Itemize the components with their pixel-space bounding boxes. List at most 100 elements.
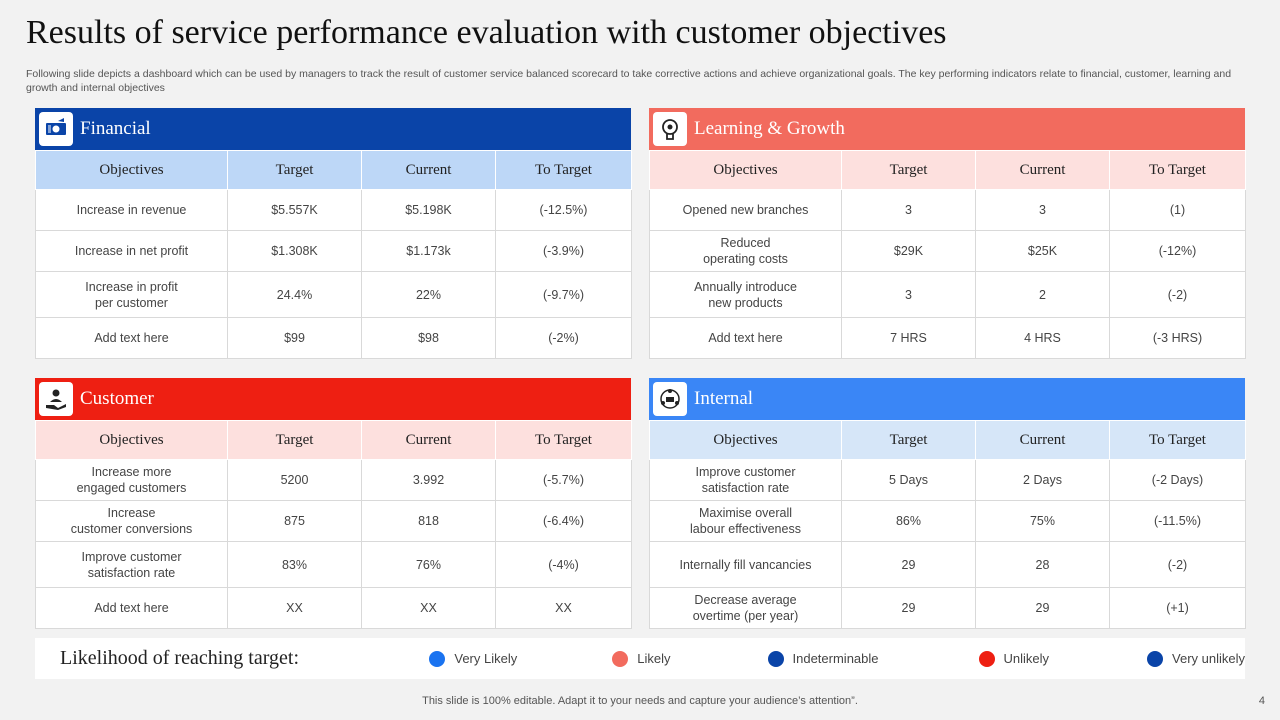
table-cell: Opened new branches: [649, 189, 842, 231]
table-cell: 24.4%: [227, 271, 362, 318]
table-cell: Increase in net profit: [35, 230, 228, 272]
legend-dot: [612, 650, 629, 667]
table-cell: 29: [841, 587, 976, 629]
column-header-target: Target: [841, 150, 976, 190]
table-cell: (-5.7%): [495, 459, 632, 501]
legend-item-likely: Likely: [612, 650, 671, 667]
slide-title: Results of service performance evaluatio…: [26, 14, 947, 51]
customer-panel: Customer Objectives Target Current To Ta…: [35, 378, 632, 629]
table-cell: $5.557K: [227, 189, 362, 231]
column-header-current: Current: [975, 150, 1110, 190]
table-cell: $25K: [975, 230, 1110, 272]
column-header-objectives: Objectives: [649, 420, 842, 460]
table-cell: Increase more engaged customers: [35, 459, 228, 501]
table-cell: 76%: [361, 541, 496, 588]
table-cell: (-3 HRS): [1109, 317, 1246, 359]
legend-item-indeterminable: Indeterminable: [767, 650, 879, 667]
legend-label: Likely: [637, 651, 671, 666]
table-cell: (-2%): [495, 317, 632, 359]
table-cell: $99: [227, 317, 362, 359]
table-cell: (-3.9%): [495, 230, 632, 272]
slide-subtitle: Following slide depicts a dashboard whic…: [26, 68, 1232, 94]
likelihood-legend: Likelihood of reaching target: Very Like…: [35, 638, 1245, 679]
learning-panel: Learning & Growth Objectives Target Curr…: [649, 108, 1246, 359]
table-row: Increase more engaged customers 5200 3.9…: [35, 459, 632, 501]
legend-item-very-unlikely: Very unlikely: [1147, 650, 1245, 667]
table-cell: Maximise overall labour effectiveness: [649, 500, 842, 542]
table-cell: $1.173k: [361, 230, 496, 272]
table-cell: $29K: [841, 230, 976, 272]
table-cell: (-6.4%): [495, 500, 632, 542]
table-cell: 2 Days: [975, 459, 1110, 501]
legend-item-unlikely: Unlikely: [978, 650, 1049, 667]
table-cell: (+1): [1109, 587, 1246, 629]
table-row: Improve customer satisfaction rate 83% 7…: [35, 541, 632, 588]
table-row: Increase in net profit $1.308K $1.173k (…: [35, 230, 632, 272]
internal-title: Internal: [694, 388, 754, 409]
column-header-objectives: Objectives: [649, 150, 842, 190]
table-cell: $98: [361, 317, 496, 359]
table-cell: Add text here: [649, 317, 842, 359]
legend-dot: [429, 650, 446, 667]
table-row: Improve customer satisfaction rate 5 Day…: [649, 459, 1246, 501]
learning-title: Learning & Growth: [694, 118, 845, 139]
table-row: Internally fill vancancies 29 28 (-2): [649, 541, 1246, 588]
table-cell: 3: [841, 271, 976, 318]
legend-dot: [767, 650, 784, 667]
team-network-icon: [653, 382, 687, 416]
table-cell: 875: [227, 500, 362, 542]
legend-dot: [1147, 650, 1164, 667]
table-cell: 29: [975, 587, 1110, 629]
column-header-target: Target: [227, 420, 362, 460]
table-cell: (-12.5%): [495, 189, 632, 231]
table-cell: Reduced operating costs: [649, 230, 842, 272]
internal-header: Internal: [649, 378, 1245, 420]
learning-header: Learning & Growth: [649, 108, 1245, 150]
financial-table: Objectives Target Current To Target Incr…: [35, 150, 632, 359]
table-cell: Increase in revenue: [35, 189, 228, 231]
financial-panel: Financial Objectives Target Current To T…: [35, 108, 632, 359]
table-cell: Add text here: [35, 587, 228, 629]
column-header-current: Current: [361, 150, 496, 190]
customer-table: Objectives Target Current To Target Incr…: [35, 420, 632, 629]
table-cell: (-2): [1109, 541, 1246, 588]
page-number: 4: [1258, 695, 1265, 707]
table-cell: (-12%): [1109, 230, 1246, 272]
legend-label: Very unlikely: [1172, 651, 1245, 666]
column-header-to-target: To Target: [495, 150, 632, 190]
table-cell: $5.198K: [361, 189, 496, 231]
column-header-current: Current: [361, 420, 496, 460]
legend-dot: [978, 650, 995, 667]
table-row: Add text here XX XX XX: [35, 587, 632, 629]
table-cell: Improve customer satisfaction rate: [649, 459, 842, 501]
table-cell: 75%: [975, 500, 1110, 542]
table-cell: 29: [841, 541, 976, 588]
table-row: Decrease average overtime (per year) 29 …: [649, 587, 1246, 629]
table-cell: 3: [975, 189, 1110, 231]
table-cell: Increase customer conversions: [35, 500, 228, 542]
table-cell: 3: [841, 189, 976, 231]
legend-title: Likelihood of reaching target:: [60, 647, 299, 669]
table-row: Increase customer conversions 875 818 (-…: [35, 500, 632, 542]
table-cell: (-2 Days): [1109, 459, 1246, 501]
customer-title: Customer: [80, 388, 154, 409]
table-row: Add text here 7 HRS 4 HRS (-3 HRS): [649, 317, 1246, 359]
table-row: Add text here $99 $98 (-2%): [35, 317, 632, 359]
column-header-to-target: To Target: [495, 420, 632, 460]
table-cell: 3.992: [361, 459, 496, 501]
column-header-to-target: To Target: [1109, 420, 1246, 460]
legend-label: Very Likely: [454, 651, 518, 666]
table-cell: Increase in profit per customer: [35, 271, 228, 318]
table-cell: XX: [361, 587, 496, 629]
legend-item-very-likely: Very Likely: [429, 650, 518, 667]
table-row: Opened new branches 3 3 (1): [649, 189, 1246, 231]
table-cell: (-2): [1109, 271, 1246, 318]
table-cell: 5 Days: [841, 459, 976, 501]
table-cell: 4 HRS: [975, 317, 1110, 359]
brain-gear-icon: [653, 112, 687, 146]
customer-hand-icon: [39, 382, 73, 416]
table-cell: Internally fill vancancies: [649, 541, 842, 588]
table-cell: 22%: [361, 271, 496, 318]
table-row: Maximise overall labour effectiveness 86…: [649, 500, 1246, 542]
table-cell: (1): [1109, 189, 1246, 231]
